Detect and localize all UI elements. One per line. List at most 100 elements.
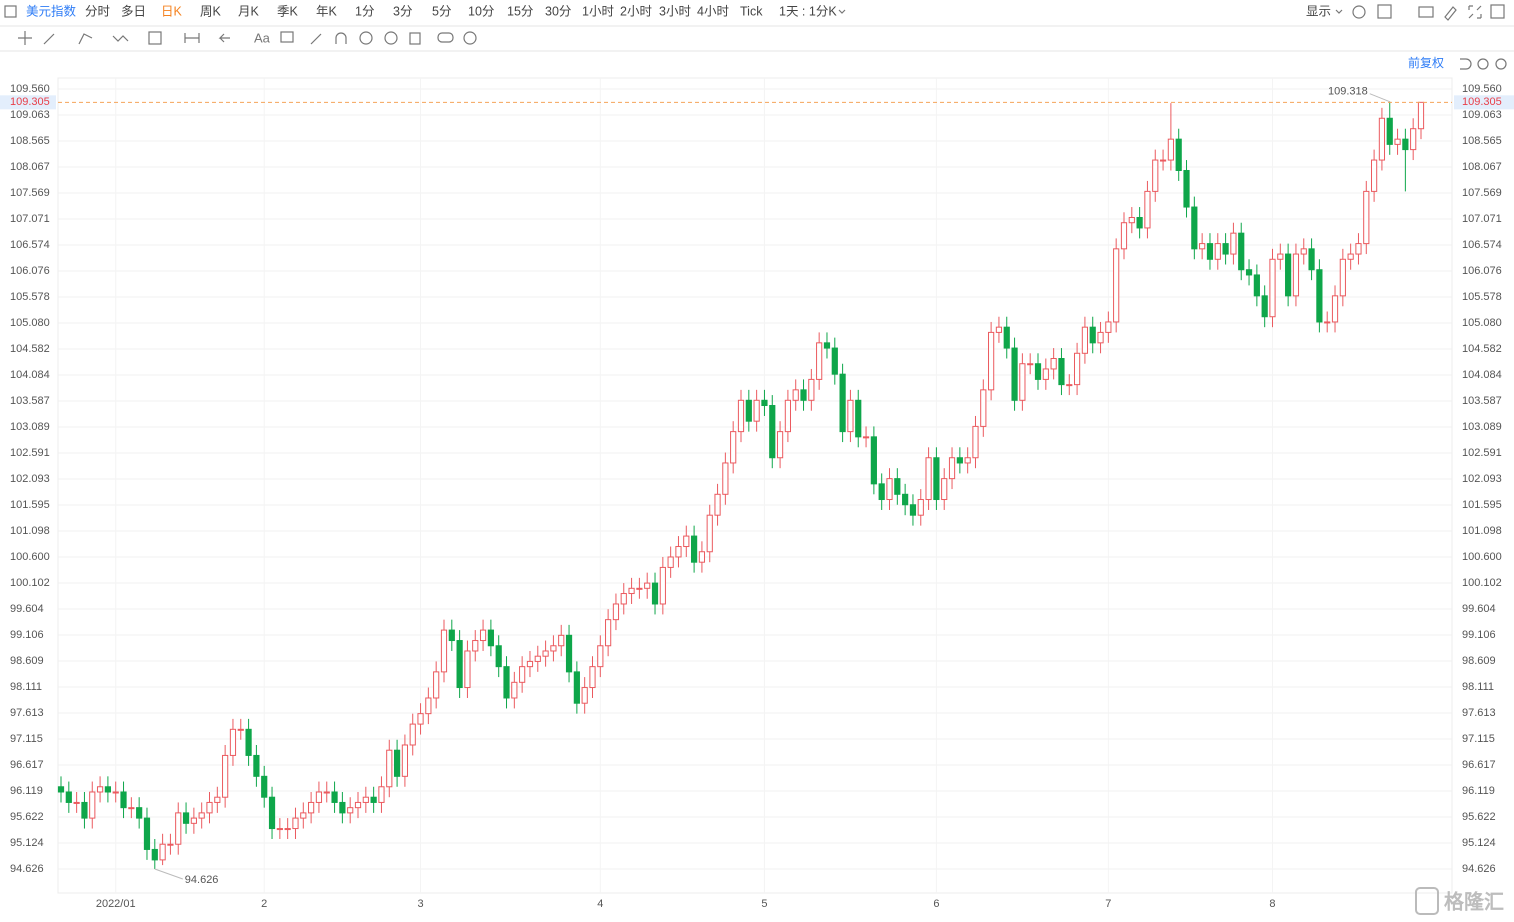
text-tool[interactable]: Aa [254, 30, 271, 45]
candle-body [292, 817, 299, 830]
candle-body [143, 817, 151, 850]
period-tab[interactable]: 5分 [432, 4, 451, 18]
camera-icon[interactable] [1418, 6, 1434, 18]
period-setting[interactable]: 1天 : 1分K [779, 4, 837, 18]
zoom-in-icon[interactable] [1495, 58, 1507, 70]
period-tab[interactable]: 分时 [85, 4, 111, 18]
period-tab[interactable]: 1分 [355, 4, 374, 18]
layout-icon[interactable] [4, 5, 17, 18]
x-tick-label: 3 [417, 898, 423, 910]
settings-icon[interactable] [1352, 5, 1366, 19]
fullscreen-icon[interactable] [1468, 5, 1482, 19]
x-tick-label: 2 [261, 898, 267, 910]
period-tab[interactable]: 年K [316, 4, 338, 18]
hide-tool[interactable] [384, 31, 398, 45]
period-tab[interactable]: 季K [277, 4, 299, 18]
candle-body [1042, 368, 1049, 380]
period-tab[interactable]: 周K [200, 4, 222, 18]
arrow-tool[interactable] [218, 33, 230, 43]
candle-body [737, 399, 745, 433]
candle-body [456, 640, 463, 689]
period-tab[interactable]: 15分 [507, 4, 533, 18]
candle-body [847, 399, 854, 433]
channel-tool[interactable] [78, 33, 93, 45]
wave-tool[interactable] [112, 35, 129, 42]
y-tick-label-right: 100.600 [1462, 551, 1502, 563]
candle-body [909, 504, 917, 516]
period-tab[interactable]: 日K [161, 4, 183, 18]
price-label: 109.305 [10, 96, 50, 108]
symbol[interactable]: 美元指数 [26, 3, 77, 18]
display-menu[interactable]: 显示 [1306, 4, 1331, 18]
y-tick-label-right: 105.080 [1462, 317, 1502, 329]
candle-body [57, 786, 65, 793]
delete-tool[interactable] [409, 32, 421, 45]
brush-tool[interactable] [310, 33, 322, 45]
panel-icon[interactable] [1490, 4, 1505, 19]
compare-tool[interactable] [437, 32, 454, 43]
period-tab[interactable]: 30分 [545, 4, 571, 18]
candle-body [980, 389, 987, 427]
pattern-tool[interactable] [148, 31, 162, 45]
adjust-mode[interactable]: 前复权 [1408, 55, 1444, 70]
period-tab[interactable]: 3小时 [659, 4, 691, 18]
watermark: 格隆汇 [1444, 889, 1504, 913]
candle-body [1206, 243, 1214, 260]
period-tab[interactable]: 1小时 [582, 4, 614, 18]
candle-body [96, 786, 104, 793]
y-tick-label-right: 109.063 [1462, 109, 1502, 121]
y-tick-label: 103.089 [10, 421, 50, 433]
y-tick-label-right: 105.578 [1462, 291, 1502, 303]
candles [57, 101, 1425, 869]
y-tick-label: 97.115 [10, 733, 43, 745]
undo-icon[interactable] [1460, 58, 1472, 70]
candle-body [503, 666, 510, 699]
note-tool[interactable] [280, 31, 294, 43]
candle-body [823, 342, 831, 349]
max-label: 109.318 [1328, 86, 1368, 98]
y-tick-label-right: 106.076 [1462, 265, 1502, 277]
zoom-out-icon[interactable] [1477, 58, 1489, 70]
y-tick-label: 98.111 [10, 681, 42, 693]
period-tab[interactable]: 多日 [121, 4, 146, 18]
candle-body [1199, 243, 1206, 250]
period-tab[interactable]: 月K [238, 4, 260, 18]
candle-body [362, 796, 369, 803]
candle-body [894, 478, 901, 495]
candle-body [479, 629, 487, 642]
candle-body [941, 478, 948, 501]
candle-body [925, 457, 932, 501]
magnet-tool[interactable] [335, 32, 347, 44]
pen-icon[interactable] [1444, 6, 1457, 21]
period-tab[interactable]: 3分 [393, 4, 412, 18]
candle-body [636, 587, 643, 590]
move-tool[interactable] [18, 31, 32, 45]
y-tick-label-right: 96.617 [1462, 759, 1496, 771]
overlay: 109.318 94.626 109.305 109.305 [0, 86, 1514, 886]
line-tool[interactable] [43, 33, 55, 45]
y-tick-label: 104.084 [10, 369, 50, 381]
tool-settings[interactable] [463, 31, 477, 45]
y-tick-label-right: 101.098 [1462, 525, 1502, 537]
period-tab[interactable]: 4小时 [697, 4, 729, 18]
frame-icon[interactable] [1377, 4, 1392, 19]
y-tick-label-right: 94.626 [1462, 863, 1496, 875]
y-tick-label: 95.124 [10, 837, 44, 849]
period-tab[interactable]: 2小时 [620, 4, 652, 18]
y-tick-label-right: 103.587 [1462, 395, 1502, 407]
y-tick-label: 101.098 [10, 525, 50, 537]
candle-body [440, 629, 448, 673]
candle-body [1355, 243, 1362, 255]
y-tick-label: 102.591 [10, 447, 50, 459]
candle-body [159, 843, 166, 861]
lock-tool[interactable] [359, 31, 373, 45]
y-tick-label: 102.093 [10, 473, 50, 485]
period-tab[interactable]: 10分 [468, 4, 494, 18]
measure-tool[interactable] [184, 33, 200, 43]
candle-body [417, 713, 424, 725]
candle-body [1371, 159, 1378, 192]
period-tab[interactable]: Tick [740, 4, 763, 18]
candle-body [1050, 358, 1057, 370]
candle-body [175, 812, 182, 845]
